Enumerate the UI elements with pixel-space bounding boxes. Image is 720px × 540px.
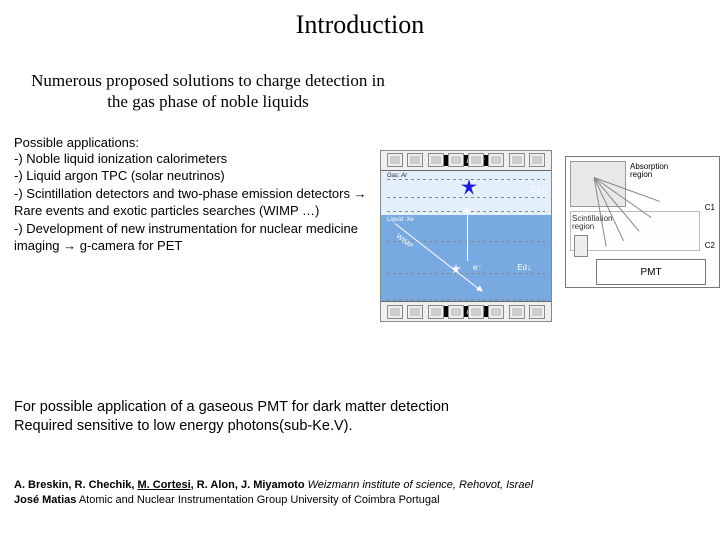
pmt-cells-top bbox=[387, 153, 545, 167]
pmt-cell bbox=[428, 305, 444, 319]
eg-label: Eg↓ bbox=[531, 185, 545, 194]
pmt-cell bbox=[509, 305, 525, 319]
applications-item: -) Noble liquid ionization calorimeters bbox=[14, 150, 374, 168]
pmt-cell bbox=[407, 153, 423, 167]
applications-heading: Possible applications: bbox=[14, 135, 374, 150]
pmt-cell bbox=[448, 305, 464, 319]
electrode-grid bbox=[387, 197, 545, 198]
pmt-cell bbox=[387, 305, 403, 319]
pmt-cells-bottom bbox=[387, 305, 545, 319]
recoil-spark-icon bbox=[451, 261, 461, 271]
c2-label: C2 bbox=[705, 241, 715, 250]
electrode-grid bbox=[387, 299, 545, 300]
pmt-cell bbox=[509, 153, 525, 167]
pmt-cell bbox=[488, 305, 504, 319]
ed-label: Ed↓ bbox=[517, 263, 531, 272]
applications-item: -) Development of new instrumentation fo… bbox=[14, 220, 374, 255]
pmt-cell bbox=[407, 305, 423, 319]
pmt-cell bbox=[448, 153, 464, 167]
left-column: Numerous proposed solutions to charge de… bbox=[0, 70, 380, 255]
pmt-cell bbox=[387, 153, 403, 167]
electron-label: e⁻ bbox=[473, 263, 482, 272]
credits: A. Breskin, R. Chechik, M. Cortesi, R. A… bbox=[14, 478, 704, 508]
liquid-label: Liquid: Xe bbox=[387, 217, 414, 223]
scintillation-burst-icon bbox=[461, 179, 477, 195]
gas-label: Gas: Ar bbox=[387, 173, 407, 179]
pmt-cell bbox=[428, 153, 444, 167]
pmt-cell bbox=[488, 153, 504, 167]
dual-phase-detector-diagram: PMT array PMT array Gas: Ar Liquid: Xe E… bbox=[380, 150, 552, 322]
electron-drift-arrow bbox=[467, 207, 468, 261]
absorption-region-label: Absorptionregion bbox=[630, 163, 668, 180]
window-icon bbox=[574, 235, 588, 257]
pmt-cell bbox=[468, 305, 484, 319]
page-title: Introduction bbox=[0, 0, 720, 70]
applications-list: -) Noble liquid ionization calorimeters-… bbox=[14, 150, 374, 255]
liquid-region bbox=[381, 215, 551, 303]
pmt-box: PMT bbox=[596, 259, 706, 285]
credits-line-1: A. Breskin, R. Chechik, M. Cortesi, R. A… bbox=[14, 478, 704, 493]
applications-item: -) Liquid argon TPC (solar neutrinos) bbox=[14, 167, 374, 185]
credits-line-2: José Matias Atomic and Nuclear Instrumen… bbox=[14, 493, 704, 508]
subtitle: Numerous proposed solutions to charge de… bbox=[28, 70, 388, 113]
scintillation-region-label: Scintillationregion bbox=[572, 215, 612, 232]
c1-label: C1 bbox=[705, 203, 715, 212]
pmt-cell bbox=[529, 153, 545, 167]
applications-item: -) Scintillation detectors and two-phase… bbox=[14, 185, 374, 220]
electrode-grid bbox=[387, 273, 545, 274]
gaseous-pmt-diagram: Absorptionregion Scintillationregion C1 … bbox=[565, 156, 720, 288]
pmt-cell bbox=[529, 305, 545, 319]
figures-region: PMT array PMT array Gas: Ar Liquid: Xe E… bbox=[380, 150, 720, 330]
conclusion-text: For possible application of a gaseous PM… bbox=[14, 398, 674, 436]
pmt-cell bbox=[468, 153, 484, 167]
